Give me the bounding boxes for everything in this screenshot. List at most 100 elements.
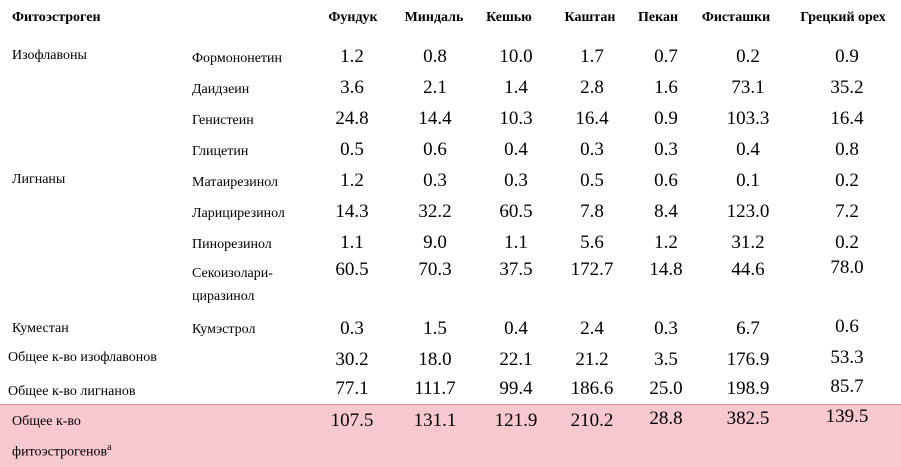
value-cell: 24.8: [335, 108, 369, 129]
value-cell: 7.2: [835, 201, 859, 222]
value-cell: 0.2: [835, 170, 859, 191]
value-cell: 21.2: [575, 349, 609, 370]
value-cell: 70.3: [418, 259, 452, 280]
value-cell: 0.3: [580, 139, 604, 160]
value-cell: 1.2: [654, 232, 678, 253]
header-col-walnut: Грецкий орех: [800, 10, 886, 25]
value-cell: 16.4: [575, 108, 609, 129]
value-cell: 2.4: [580, 318, 604, 339]
total-label: Общее к-во изофлавонов: [8, 350, 157, 365]
value-cell: 14.4: [418, 108, 452, 129]
value-cell: 3.6: [340, 77, 364, 98]
value-cell: 1.6: [654, 77, 678, 98]
value-cell: 2.8: [580, 77, 604, 98]
value-cell: 1.5: [423, 318, 447, 339]
value-cell: 0.8: [423, 46, 447, 67]
compound-label: Глицетин: [192, 144, 249, 159]
value-cell: 0.3: [340, 318, 364, 339]
value-cell: 139.5: [825, 406, 869, 427]
value-cell: 0.3: [654, 318, 678, 339]
compound-label: Кумэстрол: [192, 322, 256, 337]
value-cell: 0.4: [504, 139, 528, 160]
value-cell: 1.7: [580, 46, 604, 67]
value-cell: 5.6: [580, 232, 604, 253]
value-cell: 382.5: [726, 408, 770, 429]
value-cell: 10.0: [499, 46, 533, 67]
footnote-mark: a: [107, 442, 112, 453]
value-cell: 0.4: [504, 318, 528, 339]
value-cell: 30.2: [335, 349, 369, 370]
value-cell: 18.0: [418, 349, 452, 370]
value-cell: 1.2: [340, 170, 364, 191]
compound-label-line1: Секоизолари-: [192, 266, 273, 281]
header-col-pistachio: Фисташки: [701, 10, 771, 25]
value-cell: 0.2: [736, 46, 760, 67]
value-cell: 2.1: [423, 77, 447, 98]
value-cell: 198.9: [726, 378, 770, 399]
value-cell: 3.5: [654, 349, 678, 370]
value-cell: 10.3: [499, 108, 533, 129]
value-cell: 7.8: [580, 201, 604, 222]
value-cell: 8.4: [654, 201, 678, 222]
value-cell: 0.3: [423, 170, 447, 191]
compound-label: Генистеин: [192, 113, 254, 128]
value-cell: 1.4: [504, 77, 528, 98]
value-cell: 0.8: [835, 139, 859, 160]
header-col-pecan: Пекан: [637, 10, 679, 25]
value-cell: 25.0: [649, 378, 683, 399]
compound-label: Матаирезинол: [192, 175, 278, 190]
value-cell: 123.0: [726, 201, 770, 222]
value-cell: 0.6: [423, 139, 447, 160]
header-col-cashew: Кешью: [486, 10, 532, 25]
value-cell: 111.7: [414, 378, 456, 399]
grand-total-label-line2: фитоэстрогеновa: [12, 442, 112, 460]
value-cell: 0.5: [340, 139, 364, 160]
value-cell: 60.5: [499, 201, 533, 222]
grand-total-highlight: [0, 404, 901, 467]
value-cell: 14.8: [649, 259, 683, 280]
grand-total-label-line1: Общее к-во: [12, 414, 81, 429]
value-cell: 53.3: [830, 347, 864, 368]
compound-label-line2: циразинол: [192, 289, 255, 304]
value-cell: 0.9: [654, 108, 678, 129]
value-cell: 0.9: [835, 46, 859, 67]
value-cell: 73.1: [731, 77, 765, 98]
value-cell: 0.6: [654, 170, 678, 191]
value-cell: 77.1: [335, 378, 369, 399]
value-cell: 35.2: [830, 77, 864, 98]
value-cell: 131.1: [413, 410, 457, 431]
value-cell: 9.0: [423, 232, 447, 253]
category-label: Лигнаны: [12, 172, 66, 187]
header-col-chestnut: Каштан: [564, 10, 616, 25]
header-col-almond: Миндаль: [404, 10, 464, 25]
category-label: Куместан: [12, 321, 69, 336]
value-cell: 78.0: [830, 257, 864, 278]
value-cell: 210.2: [570, 410, 614, 431]
category-label: Изофлавоны: [12, 48, 87, 63]
value-cell: 1.1: [340, 232, 364, 253]
value-cell: 44.6: [731, 259, 765, 280]
value-cell: 32.2: [418, 201, 452, 222]
value-cell: 103.3: [726, 108, 770, 129]
value-cell: 31.2: [731, 232, 765, 253]
value-cell: 0.4: [736, 139, 760, 160]
compound-label: Формононетин: [192, 51, 283, 66]
value-cell: 28.8: [649, 408, 683, 429]
header-col-hazelnut: Фундук: [328, 10, 378, 25]
compound-label: Пинорезинол: [192, 237, 272, 252]
value-cell: 172.7: [570, 259, 614, 280]
value-cell: 0.7: [654, 46, 678, 67]
value-cell: 107.5: [330, 410, 374, 431]
compound-label: Даидзеин: [192, 82, 250, 97]
value-cell: 0.3: [654, 139, 678, 160]
value-cell: 0.1: [736, 170, 760, 191]
value-cell: 37.5: [499, 259, 533, 280]
value-cell: 0.2: [835, 232, 859, 253]
value-cell: 176.9: [726, 349, 770, 370]
compound-label: Ларицирезинол: [192, 206, 285, 221]
value-cell: 0.3: [504, 170, 528, 191]
value-cell: 14.3: [335, 201, 369, 222]
value-cell: 16.4: [830, 108, 864, 129]
value-cell: 1.2: [340, 46, 364, 67]
